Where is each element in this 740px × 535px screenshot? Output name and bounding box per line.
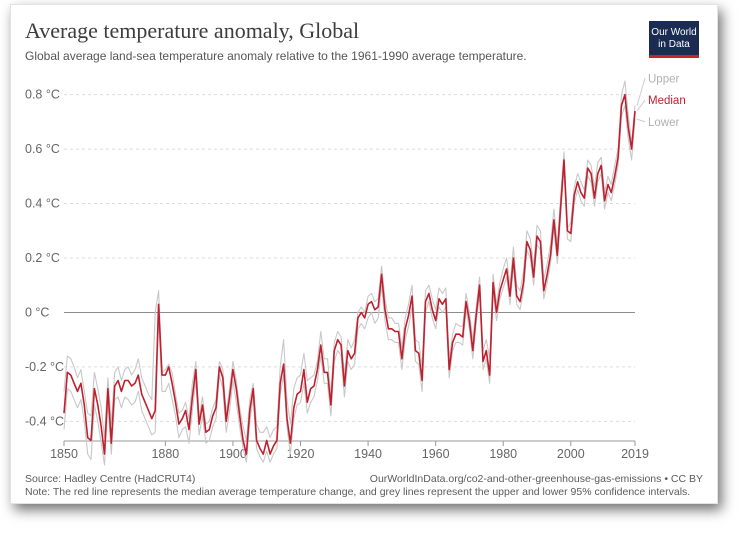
x-axis: 1850 1880 1900 1920 1940 1960 1980 2000 2019 — [50, 440, 649, 461]
our-world-in-data-logo[interactable]: Our World in Data — [649, 21, 699, 58]
x-tick-label: 1850 — [50, 447, 78, 461]
y-tick-label: 0.2 °C — [25, 251, 60, 265]
series-line-median — [63, 93, 636, 455]
x-tick-label: 1960 — [422, 447, 450, 461]
legend-label-upper: Upper — [648, 73, 679, 85]
y-axis-labels: 0.8 °C 0.6 °C 0.4 °C 0.2 °C 0 °C -0.2 °C -0.4 … — [25, 88, 64, 429]
footnote: Note: The red line represents the median… — [25, 486, 691, 498]
y-tick-label: 0 °C — [25, 305, 49, 319]
y-tick-label: 0.6 °C — [25, 142, 60, 156]
legend-connector — [636, 99, 646, 112]
y-tick-label: -0.2 °C — [25, 360, 64, 374]
source-url[interactable]: OurWorldInData.org/co2-and-other-greenho… — [369, 473, 703, 485]
legend-label-median: Median — [648, 95, 686, 107]
chart-subtitle: Global average land-sea temperature anom… — [25, 49, 527, 63]
y-tick-label: 0.4 °C — [25, 197, 60, 211]
series-lines — [63, 80, 636, 466]
x-tick-label: 1900 — [219, 447, 247, 461]
y-tick-label: -0.4 °C — [25, 414, 64, 428]
line-chart: 0.8 °C 0.6 °C 0.4 °C 0.2 °C 0 °C -0.2 °C -0.4 … — [25, 73, 686, 466]
logo-line-2: in Data — [658, 39, 690, 50]
x-tick-label: 1980 — [489, 447, 517, 461]
legend-connector — [636, 118, 646, 123]
x-tick-label: 2019 — [621, 447, 649, 461]
x-tick-label: 2000 — [557, 447, 585, 461]
series-line-lower — [63, 104, 636, 466]
chart-card: Average temperature anomaly, Global Glob… — [10, 4, 718, 504]
x-tick-label: 1940 — [354, 447, 382, 461]
x-tick-label: 1920 — [287, 447, 315, 461]
legend-connector — [636, 78, 646, 106]
x-tick-label: 1880 — [151, 447, 179, 461]
chart-title: Average temperature anomaly, Global — [25, 18, 360, 43]
legend: Upper Median Lower — [636, 73, 686, 129]
source-note: Source: Hadley Centre (HadCRUT4) — [25, 473, 196, 485]
logo-line-1: Our World — [651, 27, 697, 38]
legend-label-lower: Lower — [648, 117, 679, 129]
y-tick-label: 0.8 °C — [25, 88, 60, 102]
